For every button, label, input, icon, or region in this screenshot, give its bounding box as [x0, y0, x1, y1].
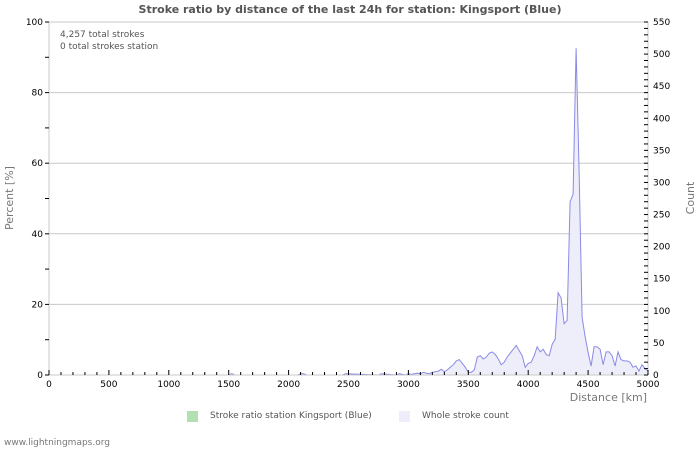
y-right-tick-label: 450	[653, 82, 670, 92]
legend-swatch-ratio	[187, 411, 198, 422]
grid-lines	[49, 21, 648, 305]
footer-site-link[interactable]: www.lightningmaps.org	[4, 438, 110, 448]
y-right-tick-label: 0	[653, 371, 659, 381]
y-left-tick-label: 60	[32, 159, 44, 169]
station-strokes-text: 0 total strokes station	[60, 42, 159, 52]
legend-count-label: Whole stroke count	[422, 411, 509, 421]
x-tick-label: 1000	[157, 380, 180, 390]
y-left-tick-label: 20	[32, 300, 44, 310]
y-right-tick-label: 100	[653, 307, 670, 317]
y-right-tick-label: 550	[653, 18, 670, 28]
y-left-tick-label: 80	[32, 89, 44, 99]
x-tick-label: 2500	[337, 380, 360, 390]
y-right-tick-label: 350	[653, 146, 670, 156]
y-left-tick-label: 100	[26, 18, 43, 28]
legend-ratio-label: Stroke ratio station Kingsport (Blue)	[210, 411, 372, 421]
y-right-tick-label: 150	[653, 275, 670, 285]
x-tick-label: 1500	[217, 380, 240, 390]
y-axis-left-title: Percent [%]	[3, 166, 16, 230]
chart-title: Stroke ratio by distance of the last 24h…	[138, 3, 562, 16]
x-tick-label: 5000	[637, 380, 660, 390]
x-tick-label: 4000	[517, 380, 540, 390]
y-right-tick-label: 500	[653, 50, 670, 60]
legend-swatch-count	[399, 411, 410, 422]
stroke-count-area	[49, 48, 648, 376]
x-tick-label: 0	[46, 380, 52, 390]
y-right-tick-label: 400	[653, 114, 670, 124]
stroke-count-line	[228, 48, 649, 376]
total-strokes-text: 4,257 total strokes	[60, 30, 145, 40]
y-right-tick-label: 200	[653, 243, 670, 253]
x-tick-label: 3000	[397, 380, 420, 390]
x-tick-label: 3500	[457, 380, 480, 390]
axes: 0204060801000501001502002503003504004505…	[26, 18, 671, 390]
y-left-tick-label: 40	[32, 230, 44, 240]
y-axis-right-title: Count	[684, 181, 697, 214]
x-tick-label: 2000	[277, 380, 300, 390]
y-left-tick-label: 0	[37, 371, 43, 381]
x-tick-label: 500	[100, 380, 117, 390]
y-right-tick-label: 250	[653, 211, 670, 221]
y-right-tick-label: 300	[653, 178, 670, 188]
y-right-tick-label: 50	[653, 339, 665, 349]
x-axis-title: Distance [km]	[570, 391, 647, 404]
x-tick-label: 4500	[577, 380, 600, 390]
